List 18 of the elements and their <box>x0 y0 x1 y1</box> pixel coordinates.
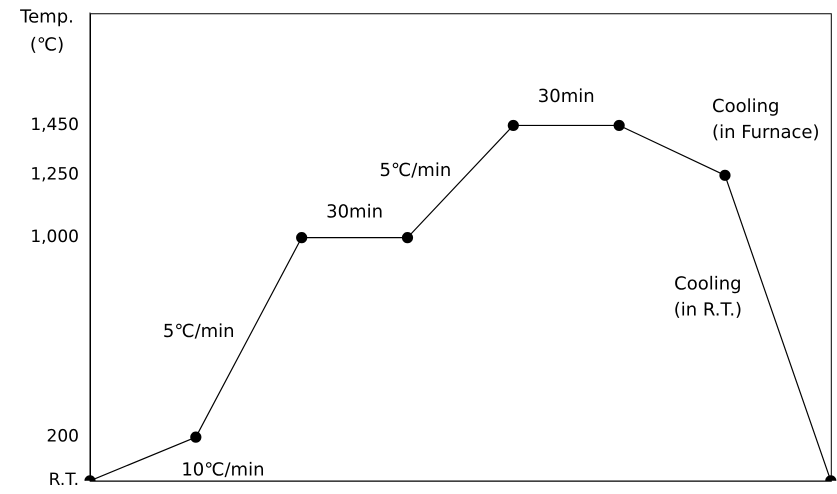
point <box>508 120 519 132</box>
annotation: Cooling (in R.T.) <box>674 274 742 321</box>
point <box>719 170 731 181</box>
y-tick-label: 200 <box>46 426 79 447</box>
annotation: 10℃/min <box>181 460 264 481</box>
point <box>614 120 625 132</box>
annotation: 5℃/min <box>162 321 235 342</box>
y-tick-label: R.T. <box>48 470 79 490</box>
y-axis-title: Temp. (℃) <box>19 6 74 56</box>
y-tick-label: 1,450 <box>30 114 79 135</box>
point <box>296 232 308 244</box>
y-tick-label: 1,250 <box>30 164 79 185</box>
annotation: 5℃/min <box>380 160 452 182</box>
annotation: Cooling (in Furnace) <box>712 96 820 144</box>
annotation: 30min <box>538 86 595 108</box>
y-tick-label: 1,000 <box>30 227 79 248</box>
annotation: 30min <box>326 201 383 222</box>
point <box>402 232 414 244</box>
